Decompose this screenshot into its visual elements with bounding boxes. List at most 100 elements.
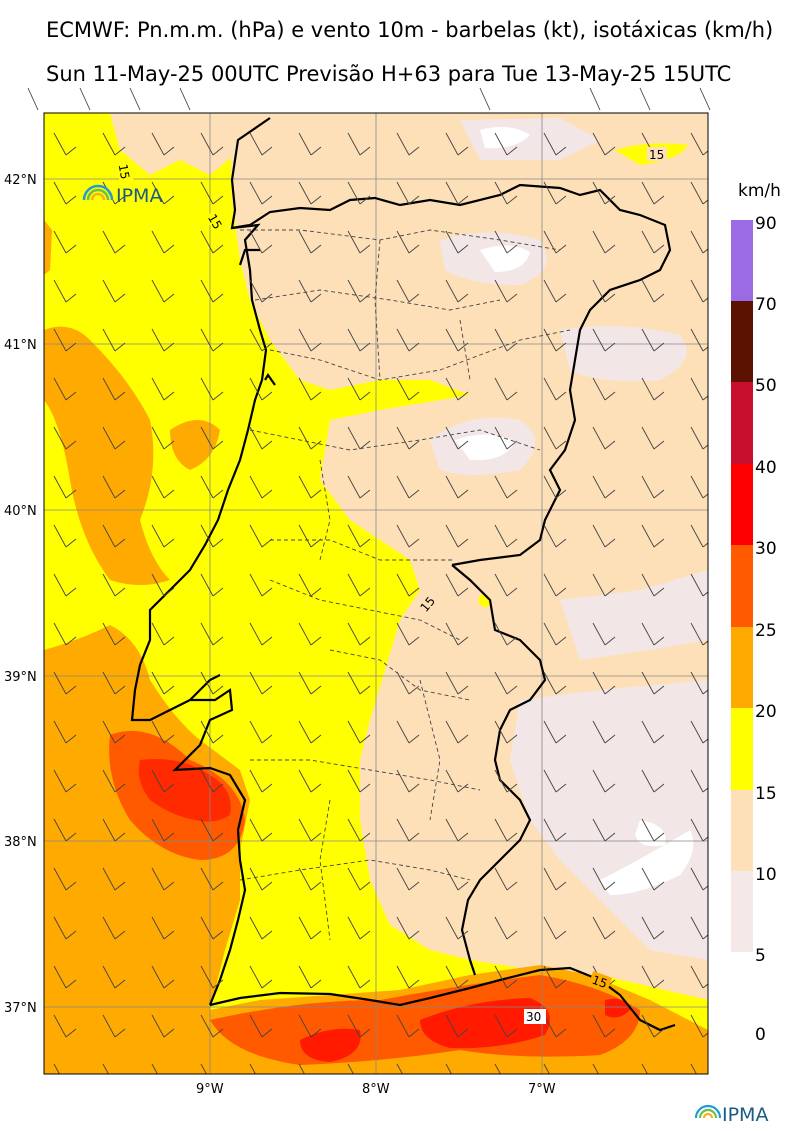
wind-barb-feather (261, 244, 273, 254)
wind-barb (151, 769, 165, 793)
colorbar-segment (731, 382, 753, 464)
wind-barb-feather (457, 734, 469, 744)
wind-barb (592, 867, 606, 891)
wind-barb-feather (506, 685, 518, 695)
wind-barb (200, 573, 214, 597)
wind-barb (298, 132, 312, 156)
wind-barb-feather (310, 832, 322, 842)
colorbar-tick: 5 (755, 946, 766, 966)
wind-barb-feather (310, 636, 322, 646)
wind-barb-feather (653, 930, 665, 940)
wind-barb-feather (65, 832, 77, 842)
wind-barb-feather (65, 293, 77, 303)
wind-barb-feather (702, 836, 708, 842)
wind-barb-feather (408, 146, 420, 156)
wind-barb (102, 573, 116, 597)
wind-barb-feather (604, 293, 616, 303)
wind-barb-feather (555, 734, 567, 744)
wind-barb-feather (604, 489, 616, 499)
wind-barb (592, 916, 606, 940)
wind-barb (298, 230, 312, 254)
colorbar-segment (731, 871, 753, 952)
wind-barb-feather (65, 881, 77, 891)
wind-barb (151, 377, 165, 401)
wind-barb (690, 867, 704, 891)
wind-barb (249, 671, 263, 695)
wind-barb (592, 1014, 606, 1038)
wind-barb-feather (555, 930, 567, 940)
wind-barb (347, 1063, 354, 1074)
wind-barb (396, 132, 410, 156)
wind-barb (592, 181, 606, 205)
wind-barb (592, 671, 606, 695)
wind-barb-feather (555, 636, 567, 646)
wind-barb (690, 1014, 704, 1038)
wind-barb-feather (163, 587, 175, 597)
wind-barb (347, 181, 361, 205)
wind-barb-feather (163, 489, 175, 499)
wind-barb-feather (555, 685, 567, 695)
wind-barb-feather (408, 489, 420, 499)
contour-labels: 15 15 15 15 15 30 (116, 147, 667, 1024)
wind-barb-feather (310, 440, 322, 450)
wind-barb-feather (65, 244, 77, 254)
wind-barb (249, 377, 263, 401)
wind-barb-feather (212, 489, 224, 499)
wind-barb-feather (408, 881, 420, 891)
wind-barb (494, 230, 508, 254)
wind-barb (102, 279, 116, 303)
wind-barb (151, 1063, 158, 1074)
wind-barb (641, 1063, 648, 1074)
wind-barb-feather (261, 440, 273, 450)
wind-barb (53, 426, 67, 450)
wind-barb (53, 916, 67, 940)
wind-barb-feather (359, 391, 371, 401)
wind-barb-feather (114, 538, 126, 548)
wind-barb (102, 1063, 109, 1074)
wind-barb (494, 965, 508, 989)
wind-barb (543, 328, 557, 352)
wind-barb-feather (261, 1028, 273, 1038)
wind-barb (543, 622, 557, 646)
wind-barb-feather (212, 832, 224, 842)
wind-barb (592, 524, 606, 548)
wind-barb (53, 132, 67, 156)
wind-barb (641, 818, 655, 842)
wind-barb-feather (702, 934, 708, 940)
wind-barb (298, 573, 312, 597)
wind-barb-feather (604, 244, 616, 254)
wind-barb-feather (359, 538, 371, 548)
wind-barb (641, 230, 655, 254)
wind-barb-feather (163, 391, 175, 401)
wind-barb (543, 524, 557, 548)
wind-barb (298, 181, 312, 205)
colorbar-tick: 90 (755, 214, 777, 234)
wind-barb-feather (702, 542, 708, 548)
wind-barb-feather (359, 832, 371, 842)
wind-barb-feather (457, 293, 469, 303)
wind-barb-feather (555, 391, 567, 401)
wind-barb (494, 475, 508, 499)
wind-barb-feather (653, 881, 665, 891)
wind-barb (690, 1063, 697, 1074)
wind-barb-feather (555, 440, 567, 450)
wind-barb (494, 1063, 501, 1074)
wind-barb-feather (65, 391, 77, 401)
wind-barb (347, 573, 361, 597)
wind-barb (298, 965, 312, 989)
wind-barb (53, 573, 67, 597)
wind-barb (445, 475, 459, 499)
wind-barb-feather (65, 1028, 77, 1038)
wind-barb-feather (457, 832, 469, 842)
wind-barb-feather (114, 440, 126, 450)
wind-barb (347, 1014, 361, 1038)
wind-barb (445, 965, 459, 989)
wind-barb-feather (604, 636, 616, 646)
wind-barb-feather (408, 293, 420, 303)
wind-barb-feather (604, 538, 616, 548)
wind-barb-feather (653, 1028, 665, 1038)
wind-barb (249, 965, 263, 989)
wind-barb-feather (114, 734, 126, 744)
wind-barb (690, 965, 704, 989)
wind-barb (53, 1014, 67, 1038)
